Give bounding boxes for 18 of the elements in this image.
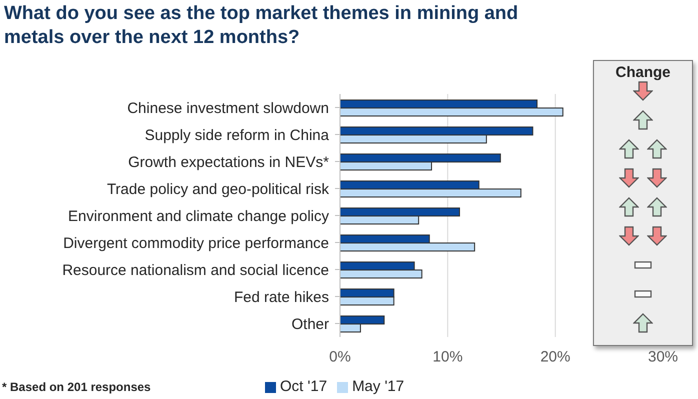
y-tick-label: Resource nationalism and social licence — [62, 262, 329, 279]
y-tick-label: Chinese investment slowdown — [127, 100, 329, 117]
chart-title: What do you see as the top market themes in mining and metals over the next 12 months? — [4, 2, 520, 50]
x-tick-label: 10% — [432, 348, 463, 366]
y-tick-label: Supply side reform in China — [144, 126, 330, 144]
y-tick-label: Environment and climate change policy — [68, 208, 330, 225]
legend-label: May '17 — [352, 378, 404, 395]
y-tick-label: Growth expectations in NEVs* — [128, 154, 330, 171]
x-tick-label: 0% — [329, 348, 351, 366]
legend-label: Oct '17 — [280, 378, 328, 395]
text: * Based on 201 responses — [2, 380, 151, 394]
x-tick-label: 20% — [540, 348, 570, 366]
text: Change — [614, 64, 672, 81]
y-tick-label: Other — [291, 316, 330, 333]
y-tick-label: Divergent commodity price performance — [63, 234, 329, 252]
x-tick-label: 30% — [648, 348, 678, 366]
y-tick-label: Trade policy and geo-political risk — [106, 180, 330, 198]
y-tick-label: Fed rate hikes — [234, 288, 329, 306]
